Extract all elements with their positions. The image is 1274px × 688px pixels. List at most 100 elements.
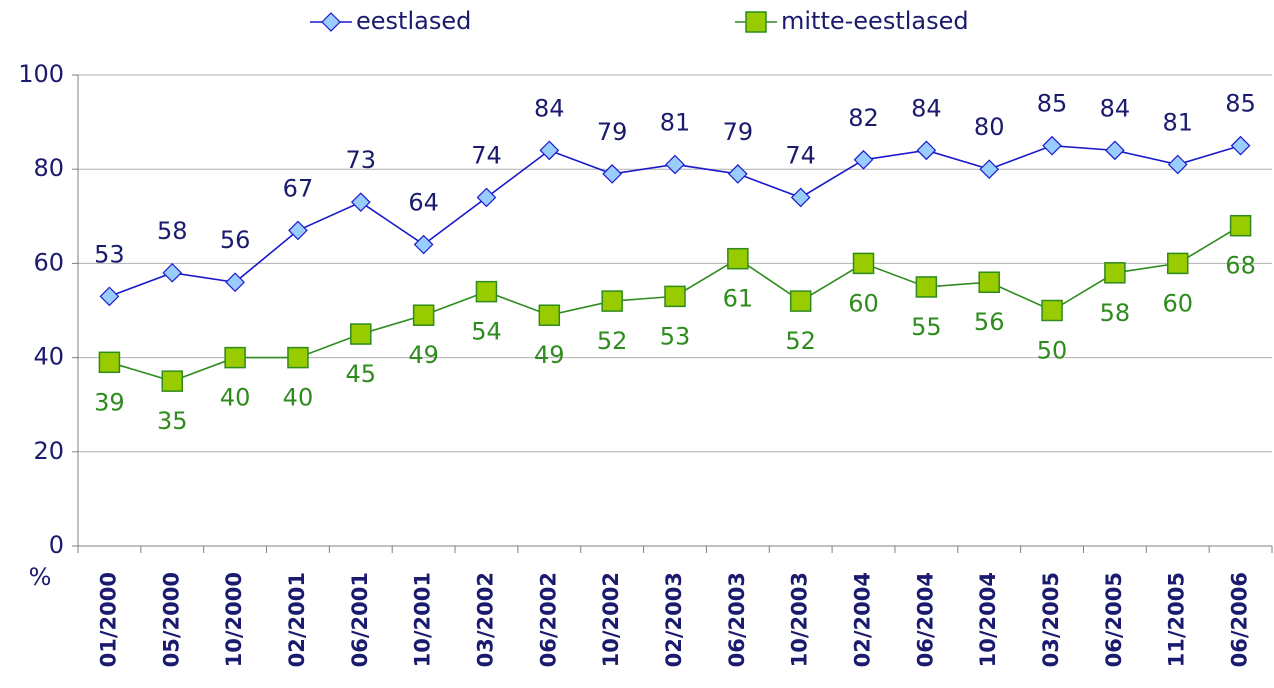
y-tick-label: 20	[33, 437, 64, 465]
marker	[602, 164, 623, 184]
data-label: 55	[911, 313, 942, 341]
marker	[538, 304, 561, 326]
data-label: 84	[534, 94, 565, 122]
data-label: 85	[1225, 90, 1256, 118]
data-label: 74	[785, 141, 816, 169]
data-label: 45	[346, 360, 377, 388]
marker	[790, 187, 811, 208]
marker	[350, 192, 371, 213]
marker	[727, 247, 749, 270]
x-tick-label: 06/2003	[725, 572, 749, 667]
data-label: 74	[471, 141, 502, 169]
marker	[915, 276, 938, 298]
x-tick-label: 01/2000	[96, 572, 120, 667]
legend-label: mitte-eestlased	[781, 7, 969, 35]
data-label: 49	[534, 341, 565, 369]
legend-marker	[745, 11, 767, 33]
data-label: 82	[848, 104, 879, 132]
marker	[727, 164, 748, 184]
data-label: 68	[1225, 252, 1256, 280]
data-label: 53	[94, 240, 125, 268]
x-tick-label: 03/2002	[473, 572, 497, 667]
marker	[1230, 135, 1251, 156]
x-tick-label: 10/2003	[788, 572, 812, 667]
data-label: 61	[723, 285, 754, 313]
data-label: 85	[1037, 90, 1068, 118]
x-tick-label: 03/2005	[1039, 572, 1063, 667]
data-label: 40	[283, 384, 314, 412]
marker	[350, 323, 372, 345]
marker	[161, 370, 184, 392]
data-label: 60	[848, 289, 879, 317]
x-tick-label: 06/2002	[536, 572, 560, 667]
x-tick-label: 06/2005	[1102, 572, 1126, 667]
data-label: 81	[660, 108, 691, 136]
marker	[979, 159, 1000, 180]
marker	[476, 187, 497, 208]
marker	[98, 351, 121, 374]
marker	[162, 262, 183, 283]
marker	[475, 280, 498, 303]
data-label: 81	[1162, 108, 1193, 136]
marker	[99, 286, 120, 307]
data-label: 60	[1162, 289, 1193, 317]
data-label: 67	[283, 174, 314, 202]
y-axis-label: %	[29, 563, 52, 591]
marker	[1105, 140, 1125, 161]
marker	[1166, 252, 1189, 275]
marker	[601, 290, 623, 312]
data-label: 35	[157, 407, 188, 435]
data-label: 84	[1100, 94, 1131, 122]
marker	[539, 140, 560, 161]
data-label: 80	[974, 113, 1005, 141]
data-label: 50	[1037, 337, 1068, 365]
marker	[412, 304, 435, 326]
marker	[225, 272, 245, 293]
x-tick-label: 10/2004	[976, 572, 1000, 667]
marker	[853, 149, 874, 170]
marker	[287, 346, 309, 369]
data-label: 79	[723, 118, 754, 146]
data-label: 40	[220, 384, 251, 412]
x-tick-label: 02/2003	[662, 572, 686, 667]
x-tick-label: 02/2001	[285, 572, 309, 667]
marker	[1042, 135, 1062, 156]
x-tick-label: 06/2006	[1228, 572, 1252, 667]
y-tick-label: 100	[18, 60, 64, 88]
data-label: 53	[660, 322, 691, 350]
x-tick-label: 11/2005	[1165, 572, 1189, 667]
marker	[916, 140, 937, 161]
data-label: 52	[597, 327, 628, 355]
marker	[1104, 262, 1126, 284]
data-label: 73	[346, 146, 377, 174]
marker	[288, 220, 308, 241]
data-label: 49	[408, 341, 439, 369]
marker	[852, 252, 875, 275]
marker	[978, 271, 1000, 293]
data-label: 58	[1100, 299, 1131, 327]
marker	[1229, 214, 1252, 237]
marker	[224, 346, 246, 369]
data-label: 58	[157, 217, 188, 245]
marker	[664, 285, 686, 308]
data-label: 52	[785, 327, 816, 355]
legend-label: eestlased	[356, 7, 471, 35]
y-tick-label: 60	[33, 248, 64, 276]
marker	[665, 154, 685, 175]
x-tick-label: 06/2001	[348, 572, 372, 667]
data-label: 54	[471, 318, 502, 346]
data-label: 64	[408, 189, 439, 217]
marker	[789, 290, 812, 312]
marker	[1167, 154, 1188, 175]
data-label: 56	[220, 226, 251, 254]
data-label: 79	[597, 118, 628, 146]
data-label: 56	[974, 308, 1005, 336]
marker	[1041, 299, 1063, 322]
y-tick-label: 40	[33, 343, 64, 371]
data-label: 39	[94, 388, 125, 416]
legend-marker	[321, 12, 341, 32]
y-tick-label: 80	[33, 154, 64, 182]
x-tick-label: 10/2000	[222, 572, 246, 667]
x-tick-label: 10/2002	[599, 572, 623, 667]
